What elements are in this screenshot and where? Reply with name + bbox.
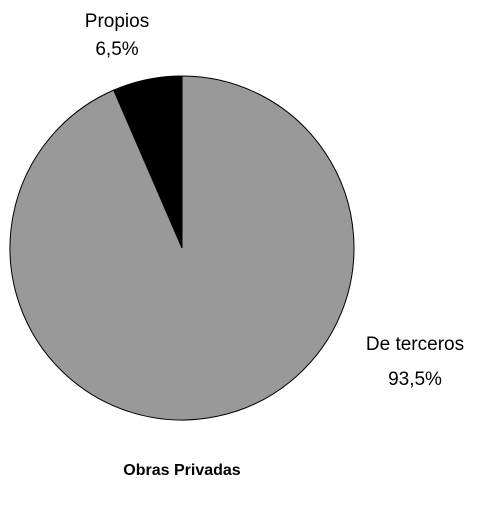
slice-value-label: 93,5% [388, 369, 442, 390]
slice-label: De terceros [366, 334, 464, 355]
slice-value-label: 6,5% [95, 39, 138, 60]
pie-slice [9, 75, 355, 421]
chart-title: Obras Privadas [123, 462, 241, 479]
slice-label: Propios [85, 11, 149, 32]
